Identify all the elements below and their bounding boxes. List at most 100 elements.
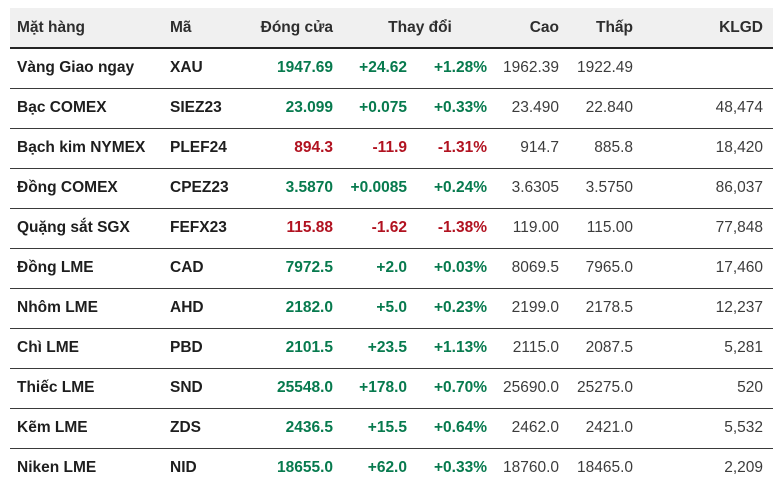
low-value: 25275.0 bbox=[569, 367, 644, 408]
volume-value: 520 bbox=[643, 367, 774, 408]
item-code: FEFX23 bbox=[165, 207, 253, 248]
change-percent: -1.38% bbox=[417, 207, 498, 248]
item-name: Bạc COMEX bbox=[10, 87, 165, 128]
col-header-change: Thay đổi bbox=[343, 8, 498, 49]
close-value: 115.88 bbox=[253, 207, 343, 248]
close-value: 1947.69 bbox=[276, 59, 333, 77]
item-name: Thiếc LME bbox=[10, 367, 165, 408]
table-row: Quặng sắt SGX FEFX23 115.88 -1.62 -1.38%… bbox=[10, 207, 774, 248]
item-code: PBD bbox=[165, 327, 253, 368]
item-name: Quặng sắt SGX bbox=[10, 207, 165, 248]
high-value: 3.6305 bbox=[497, 167, 570, 208]
item-code: ZDS bbox=[165, 407, 253, 448]
volume-value: 2,209 bbox=[643, 447, 774, 488]
item-code: SND bbox=[165, 367, 253, 408]
change-percent: +0.23% bbox=[417, 287, 498, 328]
item-code: CPEZ23 bbox=[165, 167, 253, 208]
item-code: AHD bbox=[165, 287, 253, 328]
low-value: 1922.49 bbox=[576, 59, 634, 77]
change-percent: +1.13% bbox=[417, 327, 498, 368]
item-name: Vàng Giao ngay bbox=[17, 59, 135, 77]
volume-value: 18,420 bbox=[643, 127, 774, 168]
item-name: Bạch kim NYMEX bbox=[10, 127, 165, 168]
close-value: 25548.0 bbox=[253, 367, 343, 408]
change-value: +0.0085 bbox=[343, 167, 417, 208]
volume-value: 48,474 bbox=[643, 87, 774, 128]
volume-value: 5,532 bbox=[643, 407, 774, 448]
item-name: Niken LME bbox=[10, 447, 165, 488]
col-header-close: Đóng cửa bbox=[253, 8, 343, 49]
low-value: 22.840 bbox=[569, 87, 644, 128]
commodity-price-panel: Mặt hàng Mã Đóng cửa Thay đổi Cao Thấp K… bbox=[10, 8, 784, 488]
change-percent: +0.64% bbox=[417, 407, 498, 448]
high-value: 2115.0 bbox=[497, 327, 570, 368]
table-header: Mặt hàng Mã Đóng cửa Thay đổi Cao Thấp K… bbox=[10, 8, 774, 49]
table-row: Nhôm LME AHD 2182.0 +5.0 +0.23% 2199.0 2… bbox=[10, 287, 774, 328]
change-percent: -1.31% bbox=[417, 127, 498, 168]
col-header-volume: KLGD bbox=[643, 8, 774, 49]
volume-value: 86,037 bbox=[643, 167, 774, 208]
table-row: Bạc COMEX SIEZ23 23.099 +0.075 +0.33% 23… bbox=[10, 87, 774, 128]
low-value: 2421.0 bbox=[569, 407, 644, 448]
col-header-low: Thấp bbox=[569, 8, 644, 49]
item-name: Kẽm LME bbox=[10, 407, 165, 448]
high-value: 25690.0 bbox=[497, 367, 570, 408]
high-value: 23.490 bbox=[497, 87, 570, 128]
volume-value: 77,848 bbox=[643, 207, 774, 248]
col-header-item: Mặt hàng bbox=[10, 8, 165, 49]
close-value: 2436.5 bbox=[253, 407, 343, 448]
table-body: Vàng Giao ngay XAU 1947.69 +24.62 +1.28%… bbox=[10, 48, 774, 488]
close-value: 18655.0 bbox=[253, 447, 343, 488]
high-value: 1962.39 bbox=[502, 59, 560, 77]
low-value: 115.00 bbox=[569, 207, 644, 248]
item-name: Đồng COMEX bbox=[10, 167, 165, 208]
item-code: SIEZ23 bbox=[165, 87, 253, 128]
col-header-code: Mã bbox=[165, 8, 253, 49]
high-value: 914.7 bbox=[497, 127, 570, 168]
table-row: Niken LME NID 18655.0 +62.0 +0.33% 18760… bbox=[10, 447, 774, 488]
item-code: XAU bbox=[170, 59, 203, 77]
change-percent: +0.03% bbox=[417, 247, 498, 288]
close-value: 23.099 bbox=[253, 87, 343, 128]
change-value: +24.62 bbox=[359, 59, 407, 77]
item-code: NID bbox=[165, 447, 253, 488]
change-value: -11.9 bbox=[343, 127, 417, 168]
close-value: 7972.5 bbox=[253, 247, 343, 288]
change-value: +23.5 bbox=[343, 327, 417, 368]
close-value: 894.3 bbox=[253, 127, 343, 168]
low-value: 2087.5 bbox=[569, 327, 644, 368]
item-name: Nhôm LME bbox=[10, 287, 165, 328]
high-value: 8069.5 bbox=[497, 247, 570, 288]
change-value: +0.075 bbox=[343, 87, 417, 128]
item-name: Đồng LME bbox=[10, 247, 165, 288]
table-row: Vàng Giao ngay XAU 1947.69 +24.62 +1.28%… bbox=[10, 48, 773, 88]
high-value: 119.00 bbox=[497, 207, 570, 248]
low-value: 885.8 bbox=[569, 127, 644, 168]
volume-value bbox=[643, 48, 773, 88]
item-code: CAD bbox=[165, 247, 253, 288]
volume-value: 17,460 bbox=[643, 247, 774, 288]
table-row: Chì LME PBD 2101.5 +23.5 +1.13% 2115.0 2… bbox=[10, 327, 774, 368]
low-value: 2178.5 bbox=[569, 287, 644, 328]
volume-value: 5,281 bbox=[643, 327, 774, 368]
table-row: Kẽm LME ZDS 2436.5 +15.5 +0.64% 2462.0 2… bbox=[10, 407, 774, 448]
commodity-price-table: Mặt hàng Mã Đóng cửa Thay đổi Cao Thấp K… bbox=[10, 8, 774, 488]
table-row: Đồng LME CAD 7972.5 +2.0 +0.03% 8069.5 7… bbox=[10, 247, 774, 288]
change-value: +15.5 bbox=[343, 407, 417, 448]
change-value: +2.0 bbox=[343, 247, 417, 288]
close-value: 3.5870 bbox=[253, 167, 343, 208]
item-code: PLEF24 bbox=[165, 127, 253, 168]
low-value: 18465.0 bbox=[569, 447, 644, 488]
change-percent: +0.24% bbox=[417, 167, 498, 208]
table-row: Đồng COMEX CPEZ23 3.5870 +0.0085 +0.24% … bbox=[10, 167, 774, 208]
change-value: +178.0 bbox=[343, 367, 417, 408]
close-value: 2101.5 bbox=[253, 327, 343, 368]
change-value: +5.0 bbox=[343, 287, 417, 328]
volume-value: 12,237 bbox=[643, 287, 774, 328]
table-header-row: Mặt hàng Mã Đóng cửa Thay đổi Cao Thấp K… bbox=[10, 8, 774, 49]
high-value: 2462.0 bbox=[497, 407, 570, 448]
low-value: 7965.0 bbox=[569, 247, 644, 288]
close-value: 2182.0 bbox=[253, 287, 343, 328]
col-header-high: Cao bbox=[497, 8, 570, 49]
low-value: 3.5750 bbox=[569, 167, 644, 208]
